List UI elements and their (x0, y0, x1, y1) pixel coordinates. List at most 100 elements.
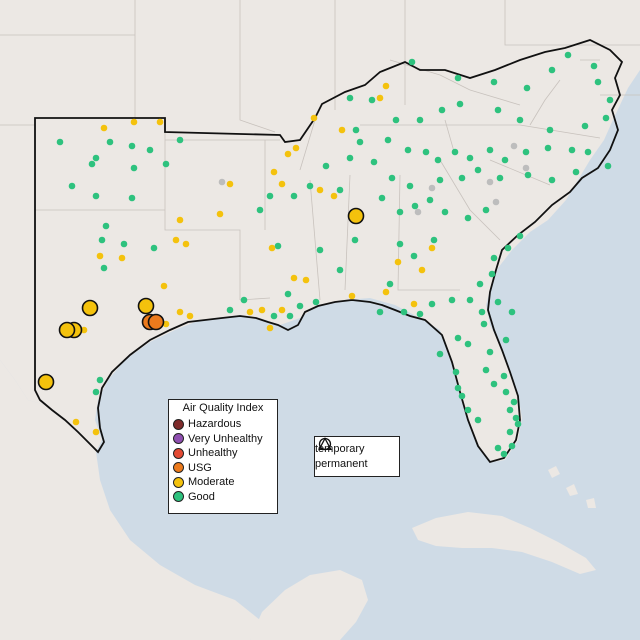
station-marker-good[interactable] (466, 154, 474, 162)
station-marker-good[interactable] (370, 158, 378, 166)
station-marker-no-data[interactable] (414, 208, 422, 216)
station-marker-good[interactable] (100, 264, 108, 272)
station-marker-moderate[interactable] (156, 118, 164, 126)
station-marker-moderate[interactable] (176, 216, 184, 224)
station-marker-good[interactable] (428, 300, 436, 308)
station-marker-good[interactable] (524, 171, 532, 179)
station-marker-good[interactable] (146, 146, 154, 154)
station-marker-good[interactable] (494, 106, 502, 114)
station-marker-good[interactable] (368, 96, 376, 104)
station-marker-good[interactable] (256, 206, 264, 214)
station-marker-moderate[interactable] (278, 306, 286, 314)
station-marker-good[interactable] (501, 156, 509, 164)
station-marker-good[interactable] (544, 144, 552, 152)
station-marker-good[interactable] (510, 398, 518, 406)
station-marker-good[interactable] (458, 392, 466, 400)
station-marker-good[interactable] (452, 368, 460, 376)
station-marker-moderate[interactable] (100, 124, 108, 132)
station-marker-good[interactable] (476, 280, 484, 288)
station-marker-good[interactable] (128, 142, 136, 150)
station-marker-good[interactable] (464, 214, 472, 222)
station-marker-good[interactable] (286, 312, 294, 320)
station-marker-good[interactable] (270, 312, 278, 320)
station-marker-moderate[interactable] (394, 258, 402, 266)
station-marker-moderate[interactable] (316, 186, 324, 194)
station-marker-good[interactable] (486, 348, 494, 356)
station-marker-moderate[interactable] (72, 418, 80, 426)
station-marker-good[interactable] (436, 176, 444, 184)
station-marker-good[interactable] (454, 384, 462, 392)
station-marker-good[interactable] (490, 380, 498, 388)
station-marker-good[interactable] (92, 154, 100, 162)
station-marker-moderate[interactable] (290, 274, 298, 282)
station-marker-good[interactable] (458, 174, 466, 182)
station-marker-good[interactable] (522, 148, 530, 156)
station-marker-moderate[interactable] (186, 312, 194, 320)
station-marker-moderate[interactable] (292, 144, 300, 152)
station-marker-good[interactable] (502, 388, 510, 396)
station-marker-moderate[interactable] (270, 168, 278, 176)
station-marker-good[interactable] (448, 296, 456, 304)
station-marker-good[interactable] (454, 334, 462, 342)
station-marker-moderate[interactable] (284, 150, 292, 158)
station-marker-good[interactable] (384, 136, 392, 144)
station-marker-moderate[interactable] (118, 254, 126, 262)
station-marker-good[interactable] (404, 146, 412, 154)
station-marker-good[interactable] (92, 388, 100, 396)
station-marker-good[interactable] (176, 136, 184, 144)
station-marker-good[interactable] (572, 168, 580, 176)
station-marker-good[interactable] (120, 240, 128, 248)
station-marker-good[interactable] (410, 252, 418, 260)
station-marker-good[interactable] (490, 254, 498, 262)
station-marker-good[interactable] (604, 162, 612, 170)
station-marker-good[interactable] (456, 100, 464, 108)
station-marker-good[interactable] (426, 196, 434, 204)
station-marker-good[interactable] (88, 160, 96, 168)
station-marker-good[interactable] (590, 62, 598, 70)
station-marker-good[interactable] (514, 420, 522, 428)
station-marker-good[interactable] (96, 376, 104, 384)
station-marker-no-data[interactable] (428, 184, 436, 192)
station-marker-good[interactable] (504, 244, 512, 252)
station-marker-good[interactable] (516, 232, 524, 240)
station-marker-good[interactable] (150, 244, 158, 252)
station-marker-good[interactable] (376, 308, 384, 316)
station-marker-good[interactable] (482, 366, 490, 374)
station-marker-moderate[interactable] (348, 292, 356, 300)
station-marker-moderate[interactable] (302, 276, 310, 284)
station-marker-moderate[interactable] (162, 320, 170, 328)
station-marker-moderate[interactable] (330, 192, 338, 200)
station-marker-good[interactable] (506, 428, 514, 436)
station-marker-moderate[interactable] (410, 300, 418, 308)
station-marker-good[interactable] (356, 138, 364, 146)
station-marker-moderate[interactable] (216, 210, 224, 218)
station-marker-good[interactable] (584, 148, 592, 156)
station-marker-good[interactable] (512, 414, 520, 422)
station-marker-good[interactable] (386, 280, 394, 288)
station-marker-good[interactable] (474, 416, 482, 424)
station-marker-good[interactable] (568, 146, 576, 154)
station-marker-moderate[interactable] (80, 326, 88, 334)
station-marker-no-data[interactable] (218, 178, 226, 186)
station-marker-good[interactable] (266, 192, 274, 200)
station-marker-good[interactable] (494, 298, 502, 306)
station-marker-good[interactable] (226, 306, 234, 314)
station-marker-moderate[interactable] (338, 126, 346, 134)
station-marker-good[interactable] (594, 78, 602, 86)
station-marker-good[interactable] (506, 406, 514, 414)
station-marker-good[interactable] (478, 308, 486, 316)
station-marker-good[interactable] (454, 74, 462, 82)
station-marker-moderate[interactable] (382, 288, 390, 296)
station-marker-good[interactable] (441, 208, 449, 216)
station-marker-good[interactable] (130, 164, 138, 172)
station-marker-good[interactable] (464, 340, 472, 348)
station-marker-good[interactable] (474, 166, 482, 174)
station-marker-good[interactable] (482, 206, 490, 214)
station-marker-good[interactable] (396, 208, 404, 216)
station-marker-moderate[interactable] (418, 266, 426, 274)
station-marker-good[interactable] (486, 146, 494, 154)
station-marker-good[interactable] (490, 78, 498, 86)
station-marker-good[interactable] (98, 236, 106, 244)
station-marker-good[interactable] (408, 58, 416, 66)
station-marker-good[interactable] (400, 308, 408, 316)
